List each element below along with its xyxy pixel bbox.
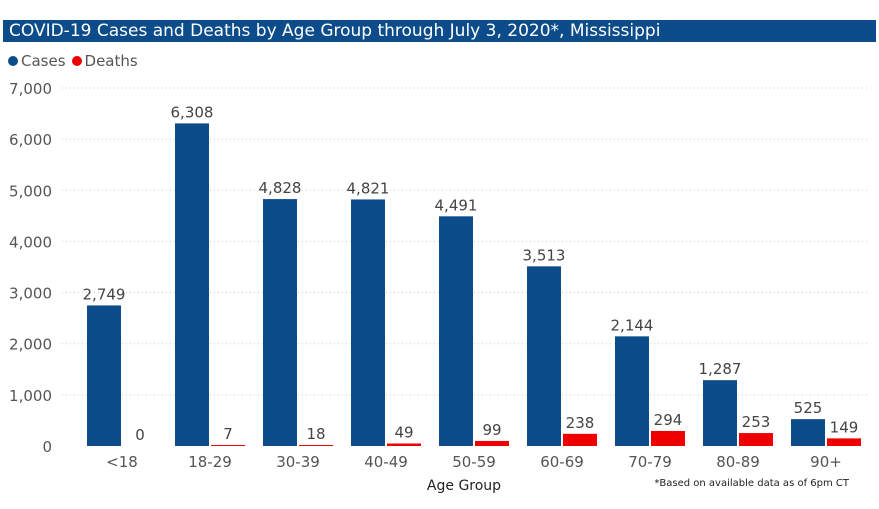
x-tick-label: 40-49 bbox=[364, 453, 408, 471]
legend-item-deaths: Deaths bbox=[71, 52, 138, 70]
data-label-cases: 1,287 bbox=[699, 360, 742, 378]
legend-label-deaths: Deaths bbox=[84, 52, 138, 70]
data-label-deaths: 18 bbox=[306, 425, 325, 443]
legend-marker-deaths bbox=[71, 56, 82, 66]
y-tick-label: 1,000 bbox=[9, 387, 52, 405]
bar-cases bbox=[703, 380, 737, 446]
bar-deaths bbox=[475, 440, 509, 446]
bar-deaths bbox=[827, 438, 861, 446]
data-label-deaths: 238 bbox=[566, 414, 595, 432]
data-label-deaths: 0 bbox=[135, 426, 145, 444]
data-label-cases: 2,144 bbox=[611, 316, 654, 334]
x-tick-label: 80-89 bbox=[716, 453, 760, 471]
legend: Cases Deaths bbox=[8, 51, 144, 71]
legend-marker-cases bbox=[8, 56, 18, 66]
data-label-deaths: 253 bbox=[742, 413, 771, 431]
data-label-cases: 3,513 bbox=[523, 246, 566, 264]
x-tick-label: 70-79 bbox=[628, 453, 672, 471]
data-label-cases: 525 bbox=[794, 399, 823, 417]
x-tick-label: 18-29 bbox=[188, 453, 232, 471]
bar-cases bbox=[351, 199, 385, 446]
data-label-deaths: 49 bbox=[394, 423, 413, 441]
chart-title: COVID-19 Cases and Deaths by Age Group t… bbox=[3, 20, 876, 42]
legend-item-cases: Cases bbox=[8, 52, 66, 70]
y-tick-label: 3,000 bbox=[9, 285, 52, 303]
bar-deaths bbox=[651, 430, 685, 446]
bar-cases bbox=[263, 199, 297, 446]
data-label-cases: 2,749 bbox=[83, 285, 126, 303]
y-tick-label: 5,000 bbox=[9, 182, 52, 200]
bar-cases bbox=[615, 336, 649, 446]
data-label-cases: 6,308 bbox=[171, 103, 214, 121]
x-tick-label: 90+ bbox=[810, 453, 842, 471]
y-tick-label: 7,000 bbox=[9, 80, 52, 98]
data-label-deaths: 7 bbox=[223, 425, 233, 443]
data-label-deaths: 149 bbox=[830, 418, 859, 436]
bar-deaths bbox=[387, 443, 421, 446]
bar-deaths bbox=[211, 445, 245, 446]
legend-label-cases: Cases bbox=[21, 52, 66, 70]
bar-deaths bbox=[563, 433, 597, 446]
data-label-cases: 4,828 bbox=[259, 179, 302, 197]
bar-cases bbox=[439, 216, 473, 446]
bar-deaths bbox=[299, 445, 333, 446]
y-tick-label: 2,000 bbox=[9, 336, 52, 354]
bar-cases bbox=[791, 419, 825, 446]
y-tick-label: 4,000 bbox=[9, 233, 52, 251]
data-label-cases: 4,491 bbox=[435, 196, 478, 214]
data-label-deaths: 294 bbox=[654, 411, 683, 429]
x-tick-label: 30-39 bbox=[276, 453, 320, 471]
bar-cases bbox=[87, 305, 121, 446]
x-tick-label: 60-69 bbox=[540, 453, 584, 471]
y-tick-label: 6,000 bbox=[9, 131, 52, 149]
data-label-cases: 4,821 bbox=[347, 179, 390, 197]
x-axis-label: Age Group bbox=[427, 478, 501, 494]
x-tick-label: 50-59 bbox=[452, 453, 496, 471]
x-tick-label: <18 bbox=[106, 453, 138, 471]
footnote: *Based on available data as of 6pm CT bbox=[654, 478, 849, 489]
bar-cases bbox=[527, 266, 561, 446]
bar-cases bbox=[175, 123, 209, 446]
y-tick-label: 0 bbox=[42, 438, 52, 456]
bar-deaths bbox=[739, 433, 773, 446]
data-label-deaths: 99 bbox=[482, 421, 501, 439]
